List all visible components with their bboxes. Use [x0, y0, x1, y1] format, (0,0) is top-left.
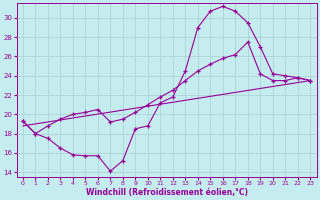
X-axis label: Windchill (Refroidissement éolien,°C): Windchill (Refroidissement éolien,°C)	[85, 188, 248, 197]
